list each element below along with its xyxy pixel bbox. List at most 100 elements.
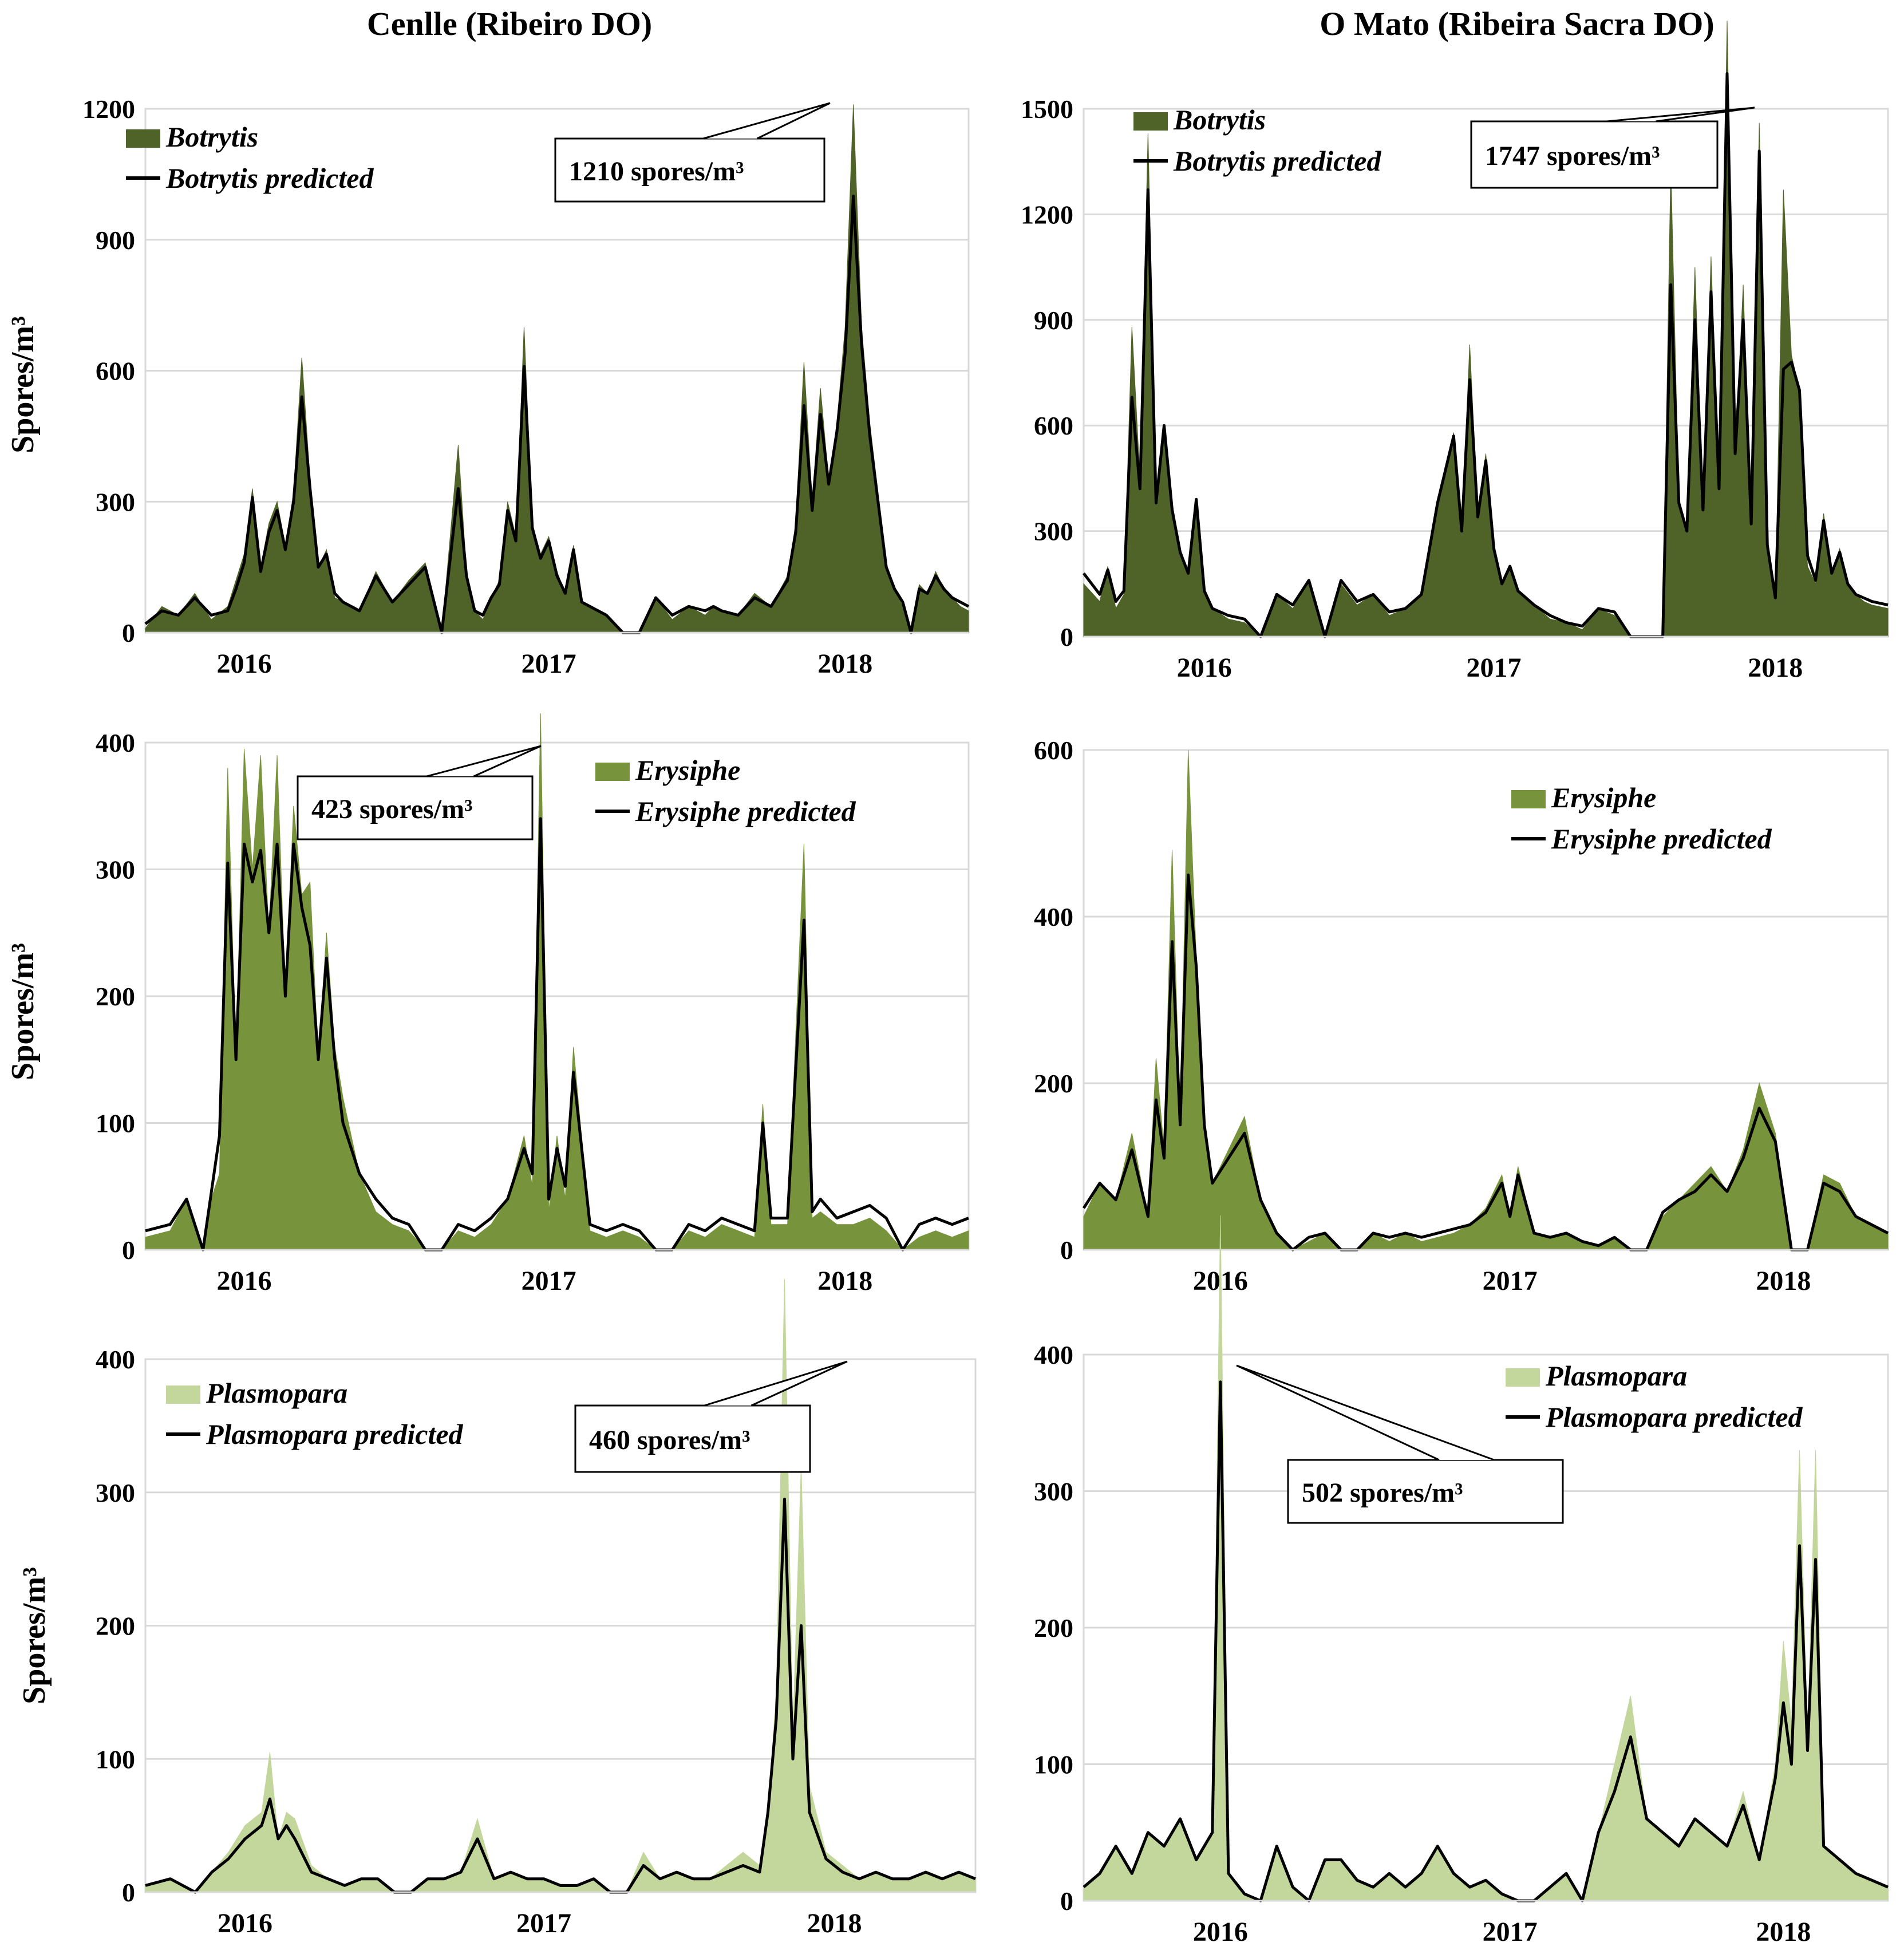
y-tick-label: 200 — [1034, 1069, 1073, 1098]
y-tick-label: 0 — [1060, 1235, 1073, 1265]
legend-predicted: Erysiphe predicted — [1551, 823, 1772, 855]
year-label: 2017 — [516, 1908, 571, 1939]
y-tick-label: 400 — [1034, 902, 1073, 931]
cenlle-plasmopara-chart: 0 100 200 300 400 2016 2017 2018 Plasmopara Plasm… — [96, 1279, 977, 1939]
y-tick-label: 300 — [96, 1478, 135, 1507]
y-tick-label: 200 — [1034, 1613, 1073, 1643]
y-tick-label: 1200 — [82, 94, 135, 124]
callout-text: 423 spores/m³ — [311, 794, 473, 824]
y-tick-label: 900 — [96, 226, 135, 255]
legend-swatch — [1133, 112, 1168, 131]
cenlle-erysiphe-chart: 0 100 200 300 400 2016 2017 2018 Erysiphe Erysiph… — [96, 713, 970, 1296]
legend-predicted: Plasmopara predicted — [1545, 1401, 1803, 1433]
legend-swatch — [595, 763, 630, 781]
year-label: 2016 — [217, 1266, 272, 1296]
peak-callout: 1747 spores/m³ — [1470, 106, 1755, 189]
y-tick-label: 100 — [96, 1744, 135, 1774]
legend-observed: Erysiphe — [635, 754, 740, 786]
callout-text: 1747 spores/m³ — [1485, 141, 1660, 171]
callout-box — [1287, 1459, 1564, 1524]
y-tick-label: 200 — [96, 1612, 135, 1641]
legend-swatch — [1511, 790, 1546, 808]
y-tick-label: 100 — [96, 1109, 135, 1138]
callout-text: 502 spores/m³ — [1302, 1478, 1463, 1508]
observed-area — [1083, 1215, 1889, 1902]
year-label: 2016 — [1193, 1917, 1248, 1947]
omato-botrytis-chart: 0 300 600 900 1200 1500 2016 2017 2018 Botrytis Bo… — [1021, 21, 1889, 683]
legend-predicted: Botrytis predicted — [165, 162, 374, 194]
omato-erysiphe-chart: 0200400600201620172018ErysipheErysiphe p… — [1034, 736, 1889, 1296]
y-tick-label: 600 — [1034, 411, 1073, 440]
predicted-line — [144, 195, 970, 634]
legend-predicted: Botrytis predicted — [1173, 145, 1381, 177]
callout-pointer — [703, 102, 831, 140]
y-tick-label: 300 — [96, 855, 135, 885]
omato-plasmopara-chart: 0 100 200 300 400 2016 2017 2018 Plasmopara Plasm… — [1034, 1215, 1889, 1947]
peak-callout: 423 spores/m³ — [297, 745, 542, 840]
peak-callout: 502 spores/m³ — [1236, 1364, 1564, 1524]
year-label: 2018 — [807, 1908, 862, 1939]
callout-box — [1470, 120, 1719, 189]
year-label: 2018 — [1756, 1917, 1811, 1947]
legend-swatch — [126, 129, 160, 148]
legend-predicted: Plasmopara predicted — [206, 1418, 464, 1450]
y-tick-label: 0 — [122, 618, 135, 648]
y-tick-label: 0 — [122, 1235, 135, 1265]
predicted-line — [1082, 873, 1889, 1252]
column-title-left: Cenlle (Ribeiro DO) — [366, 5, 653, 42]
year-label: 2017 — [522, 1266, 576, 1296]
year-label: 2017 — [522, 649, 576, 679]
legend-observed: Erysiphe — [1551, 781, 1656, 814]
year-label: 2017 — [1483, 1917, 1538, 1947]
callout-box — [297, 775, 534, 840]
peak-callout: 1210 spores/m³ — [554, 102, 831, 203]
callout-box — [554, 137, 825, 203]
year-label: 2018 — [817, 649, 872, 679]
column-title-right: O Mato (Ribeira Sacra DO) — [1320, 5, 1715, 42]
y-tick-label: 0 — [122, 1878, 135, 1907]
year-label: 2016 — [218, 1908, 272, 1939]
callout-pointer — [1236, 1364, 1495, 1461]
callout-box — [574, 1404, 811, 1473]
legend-observed: Plasmopara — [1545, 1360, 1687, 1392]
y-tick-label: 300 — [1034, 517, 1073, 546]
predicted-line — [1083, 1380, 1889, 1902]
legend-predicted: Erysiphe predicted — [635, 795, 856, 827]
callout-text: 460 spores/m³ — [589, 1425, 750, 1455]
y-tick-label: 400 — [1034, 1340, 1073, 1369]
y-tick-label: 300 — [1034, 1477, 1073, 1506]
year-label: 2018 — [1756, 1266, 1811, 1296]
legend-swatch — [1506, 1368, 1540, 1387]
y-tick-label: 400 — [96, 728, 135, 757]
y-tick-label: 100 — [1034, 1750, 1073, 1779]
year-label: 2016 — [217, 649, 272, 679]
callout-pointer — [704, 1360, 848, 1407]
legend-observed: Botrytis — [165, 121, 258, 153]
predicted-line — [145, 817, 969, 1252]
y-tick-label: 400 — [96, 1345, 135, 1374]
y-tick-label: 0 — [1060, 622, 1073, 652]
y-tick-label: 600 — [1034, 736, 1073, 765]
y-tick-label: 200 — [96, 982, 135, 1011]
year-label: 2017 — [1467, 653, 1522, 683]
y-tick-label: 1200 — [1021, 200, 1073, 229]
callout-pointer — [426, 745, 542, 777]
legend-swatch — [166, 1385, 200, 1404]
predicted-line — [145, 1497, 976, 1894]
legend-observed: Botrytis — [1173, 104, 1266, 136]
observed-area — [145, 713, 969, 1250]
predicted-line — [1083, 72, 1889, 638]
cenlle-botrytis-chart: 0 300 600 900 1200 2016 2017 2018 Botrytis Botryt… — [82, 94, 970, 679]
peak-callout: 460 spores/m³ — [574, 1360, 848, 1473]
y-tick-label: 1500 — [1021, 94, 1073, 124]
legend-observed: Plasmopara — [206, 1377, 347, 1409]
year-label: 2016 — [1177, 653, 1232, 683]
year-label: 2018 — [1748, 653, 1803, 683]
y-tick-label: 600 — [96, 357, 135, 386]
year-label: 2018 — [817, 1266, 872, 1296]
y-tick-label: 300 — [96, 487, 135, 516]
year-label: 2017 — [1483, 1266, 1538, 1296]
callout-text: 1210 spores/m³ — [569, 156, 744, 187]
